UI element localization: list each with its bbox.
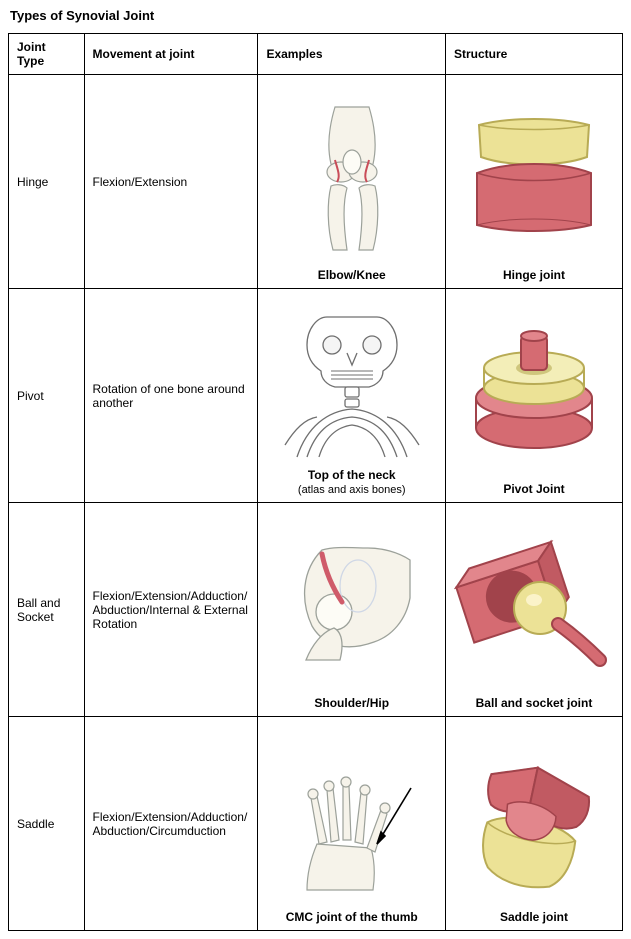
page-title: Types of Synovial Joint [10, 8, 623, 23]
ball-socket-diagram [454, 530, 614, 680]
movement-cell: Rotation of one bone around another [84, 289, 258, 503]
table-row: Saddle Flexion/Extension/Adduction/ Abdu… [9, 717, 623, 931]
movement-cell: Flexion/Extension/Adduction/ Abduction/I… [84, 503, 258, 717]
movement-cell: Flexion/Extension/Adduction/ Abduction/C… [84, 717, 258, 931]
example-cell: CMC joint of the thumb [258, 717, 446, 931]
example-cell: Shoulder/Hip [258, 503, 446, 717]
joint-type-cell: Pivot [9, 289, 85, 503]
example-caption: CMC joint of the thumb [286, 910, 418, 924]
header-row: Joint Type Movement at joint Examples St… [9, 34, 623, 75]
hand-illustration [277, 744, 427, 894]
structure-caption: Pivot Joint [503, 482, 564, 496]
hinge-diagram [459, 107, 609, 247]
structure-cell: Pivot Joint [445, 289, 622, 503]
saddle-diagram [459, 744, 609, 894]
table-row: Pivot Rotation of one bone around anothe… [9, 289, 623, 503]
structure-cell: Ball and socket joint [445, 503, 622, 717]
structure-cell: Hinge joint [445, 75, 622, 289]
example-caption: Shoulder/Hip [314, 696, 389, 710]
example-cell: Top of the neck (atlas and axis bones) [258, 289, 446, 503]
header-movement: Movement at joint [84, 34, 258, 75]
header-joint-type: Joint Type [9, 34, 85, 75]
table-row: Ball and Socket Flexion/Extension/Adduct… [9, 503, 623, 717]
example-caption: Top of the neck [308, 468, 396, 482]
structure-cell: Saddle joint [445, 717, 622, 931]
header-examples: Examples [258, 34, 446, 75]
structure-caption: Hinge joint [503, 268, 565, 282]
structure-caption: Saddle joint [500, 910, 568, 924]
joint-type-cell: Ball and Socket [9, 503, 85, 717]
example-cell: Elbow/Knee [258, 75, 446, 289]
example-caption: Elbow/Knee [318, 268, 386, 282]
joints-table: Joint Type Movement at joint Examples St… [8, 33, 623, 931]
structure-caption: Ball and socket joint [476, 696, 593, 710]
table-row: Hinge Flexion/Extension [9, 75, 623, 289]
header-structure: Structure [445, 34, 622, 75]
pivot-diagram [459, 316, 609, 466]
movement-cell: Flexion/Extension [84, 75, 258, 289]
hip-illustration [282, 530, 422, 680]
joint-type-cell: Hinge [9, 75, 85, 289]
skull-neck-illustration [277, 309, 427, 459]
example-subcaption: (atlas and axis bones) [298, 484, 406, 496]
knee-illustration [297, 102, 407, 252]
joint-type-cell: Saddle [9, 717, 85, 931]
